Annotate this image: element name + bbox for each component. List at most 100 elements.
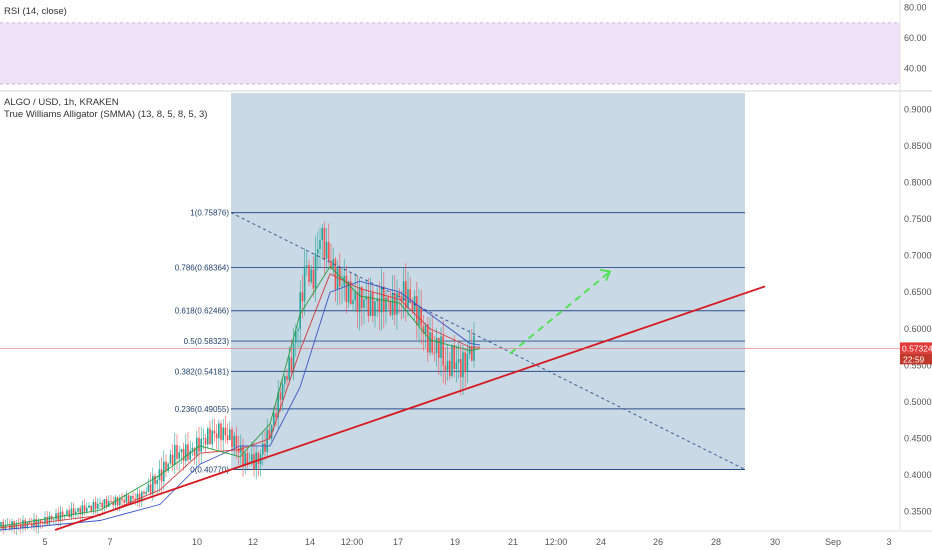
rsi-pane: RSI (14, close) 80.00 60.00 40.00 [0,3,927,85]
candle-body [325,241,328,259]
candle-body [257,452,260,465]
candle-body [288,357,290,380]
candle-body [244,453,246,466]
candle-body [402,281,405,302]
candle-body [358,286,361,313]
candle-body [389,301,392,316]
candle-body [59,511,62,521]
candle-body [196,437,198,456]
candle-body [314,253,317,289]
time-axis[interactable]: 5 7 10 12 14 12:00 17 19 21 12:00 24 26 28 30 Sep 3 [42,537,891,547]
candle-body [72,508,75,515]
fib-level-label: 0.618(0.62466) [175,307,230,316]
candle-body [374,301,376,317]
time-tick-label: 28 [711,537,721,547]
time-tick-label: 19 [450,537,460,547]
candle-body [204,438,207,445]
candle-body [48,515,51,525]
candle-body [182,448,185,462]
candle-body [189,450,191,460]
candle-body [242,446,244,466]
candle-body [160,469,163,482]
candle-body [55,513,57,520]
rsi-tick-label: 40.00 [904,64,927,74]
candle-body [372,292,374,317]
candle-body [264,443,266,452]
candle-body [79,508,81,515]
fib-level-label: 0(0.40770) [190,465,229,474]
candle-body [409,289,411,302]
candle-body [237,448,240,453]
candle-body [145,491,147,494]
candle-body [301,292,304,302]
candle-body [108,501,110,507]
candle-body [61,511,64,517]
candle-body [336,268,339,290]
current-price-badge [900,342,932,354]
candle-body [165,461,167,471]
candle-body [17,523,20,525]
candle-body [383,286,385,312]
candle-body [455,362,458,370]
candle-body [286,376,288,380]
candle-body [341,285,343,287]
candle-body [222,427,224,441]
rsi-overbought-oversold-band [0,22,900,85]
candle-body [185,444,187,462]
candle-body [121,498,123,501]
candle-body [431,332,433,353]
candle-body [385,297,387,312]
time-tick-label: 12:00 [545,537,568,547]
candle-body [209,428,211,445]
candle-body [297,329,299,332]
candle-body [105,499,108,507]
candle-body [367,296,370,316]
candle-body [451,345,453,376]
candle-body [471,347,473,361]
candle-body [306,265,308,267]
candle-body [33,519,35,527]
candle-body [138,493,141,502]
candle-body [207,428,209,445]
candle-body [356,291,359,313]
candle-body [81,505,84,515]
countdown-label: 22:59 [903,354,925,364]
candle-body [211,430,213,445]
candle-body [290,357,293,371]
candle-body [101,502,103,508]
time-tick-label: 10 [192,537,202,547]
candle-body [92,501,95,511]
ascending-support-trendline [54,285,766,531]
candle-body [422,326,425,334]
candle-body [277,392,279,418]
candle-body [75,511,77,515]
candle-body [328,241,330,261]
fib-level-label: 0.5(0.58323) [184,337,230,346]
time-tick-label: 30 [770,537,780,547]
candle-body [193,447,196,456]
candle-body [70,508,73,518]
candle-body [268,429,271,439]
candle-body [352,300,354,305]
time-tick-label: 24 [596,537,606,547]
candle-body [444,365,447,371]
candle-body [317,248,319,254]
candle-body [446,360,449,371]
candle-body [273,413,275,425]
candle-body [94,501,97,509]
candle-body [112,501,114,506]
candle-body [28,521,31,524]
candle-body [220,423,222,441]
candle-body [418,307,420,326]
candle-body [156,479,158,484]
candle-body [163,461,165,482]
candle-body [99,502,101,504]
candle-body [37,520,40,528]
